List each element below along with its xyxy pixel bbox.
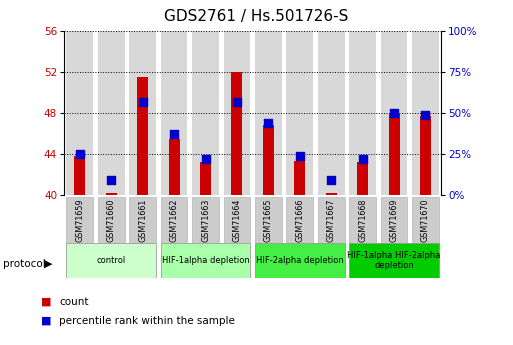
Text: percentile rank within the sample: percentile rank within the sample xyxy=(59,316,235,326)
Text: HIF-1alpha HIF-2alpha
depletion: HIF-1alpha HIF-2alpha depletion xyxy=(347,251,441,270)
Bar xyxy=(381,197,407,243)
Text: count: count xyxy=(59,297,89,307)
Bar xyxy=(388,113,400,195)
Bar xyxy=(357,162,368,195)
Bar xyxy=(286,197,313,243)
Point xyxy=(295,153,304,158)
Bar xyxy=(286,31,313,195)
Bar xyxy=(74,156,85,195)
Bar xyxy=(200,162,211,195)
Bar xyxy=(98,31,125,195)
Bar xyxy=(255,197,282,243)
Text: GSM71664: GSM71664 xyxy=(232,198,242,241)
Text: GSM71659: GSM71659 xyxy=(75,198,84,242)
Text: GSM71667: GSM71667 xyxy=(327,198,336,242)
Point xyxy=(264,120,272,126)
Bar xyxy=(263,125,274,195)
Text: GSM71662: GSM71662 xyxy=(170,198,179,242)
Bar xyxy=(294,161,305,195)
Text: GSM71668: GSM71668 xyxy=(358,198,367,241)
Point xyxy=(421,112,429,117)
Text: protocol: protocol xyxy=(3,259,45,269)
Bar xyxy=(129,197,156,243)
Bar xyxy=(349,243,439,278)
Text: HIF-1alpha depletion: HIF-1alpha depletion xyxy=(162,256,249,265)
Bar xyxy=(381,31,407,195)
Bar xyxy=(98,197,125,243)
Bar xyxy=(349,197,376,243)
Text: ■: ■ xyxy=(41,297,51,307)
Bar xyxy=(192,31,219,195)
Point xyxy=(327,177,336,183)
Bar xyxy=(137,77,148,195)
Bar xyxy=(129,31,156,195)
Bar xyxy=(255,31,282,195)
Bar xyxy=(192,197,219,243)
Bar xyxy=(106,193,117,195)
Text: ■: ■ xyxy=(41,316,51,326)
Bar xyxy=(67,197,93,243)
Text: HIF-2alpha depletion: HIF-2alpha depletion xyxy=(256,256,344,265)
Text: GSM71670: GSM71670 xyxy=(421,198,430,242)
Text: control: control xyxy=(96,256,126,265)
Text: GSM71660: GSM71660 xyxy=(107,198,116,241)
Text: GSM71669: GSM71669 xyxy=(389,198,399,242)
Bar xyxy=(67,243,156,278)
Bar xyxy=(161,243,250,278)
Bar xyxy=(161,31,187,195)
Bar xyxy=(169,139,180,195)
Point xyxy=(202,156,210,161)
Text: GSM71665: GSM71665 xyxy=(264,198,273,242)
Bar xyxy=(349,31,376,195)
Bar xyxy=(224,31,250,195)
Text: ▶: ▶ xyxy=(44,259,52,269)
Bar xyxy=(67,31,93,195)
Bar xyxy=(318,197,345,243)
Point xyxy=(76,151,84,157)
Text: GSM71661: GSM71661 xyxy=(138,198,147,241)
Bar xyxy=(255,243,345,278)
Point xyxy=(359,156,367,161)
Point xyxy=(170,131,178,137)
Bar xyxy=(412,197,439,243)
Bar xyxy=(224,197,250,243)
Bar xyxy=(420,116,431,195)
Bar xyxy=(412,31,439,195)
Point xyxy=(390,110,398,116)
Text: GSM71666: GSM71666 xyxy=(295,198,304,241)
Text: GSM71663: GSM71663 xyxy=(201,198,210,241)
Bar xyxy=(326,193,337,195)
Bar xyxy=(318,31,345,195)
Point xyxy=(139,99,147,104)
Bar xyxy=(161,197,187,243)
Point xyxy=(107,177,115,183)
Bar xyxy=(231,72,243,195)
Text: GDS2761 / Hs.501726-S: GDS2761 / Hs.501726-S xyxy=(164,9,349,23)
Point xyxy=(233,99,241,104)
